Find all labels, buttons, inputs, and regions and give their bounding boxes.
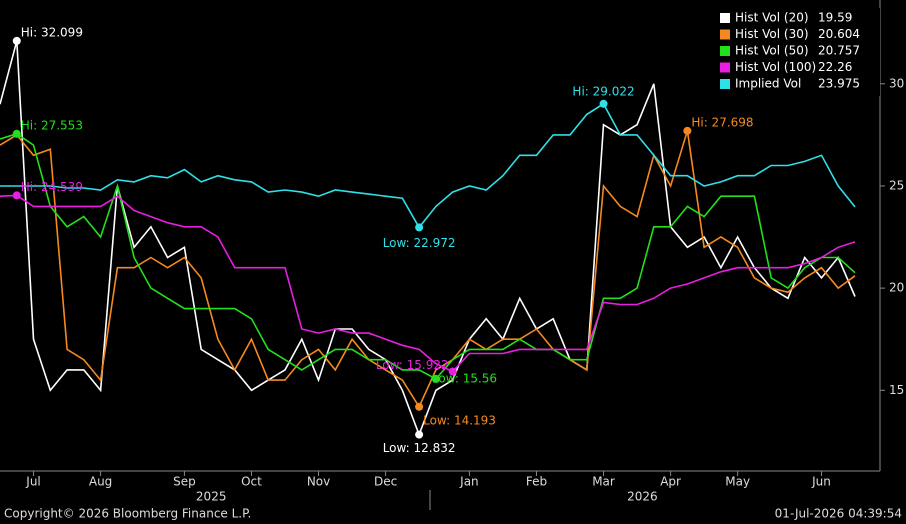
legend-swatch [720, 13, 730, 23]
extreme-marker [415, 402, 424, 411]
legend-label: Hist Vol (20) [735, 11, 809, 25]
extreme-label: Hi: 29.022 [572, 84, 634, 98]
legend-value: 20.757 [818, 44, 860, 58]
series-line [0, 130, 856, 409]
legend-label: Implied Vol [735, 77, 801, 91]
x-tick-label: Jun [811, 475, 831, 489]
copyright: Copyright© 2026 Bloomberg Finance L.P. [4, 507, 251, 521]
x-tick-label: Jan [459, 475, 479, 489]
x-tick-label: Nov [307, 475, 330, 489]
legend-label: Hist Vol (100) [735, 60, 816, 74]
y-tick-label: 15 [889, 383, 904, 397]
x-tick-label: Jul [25, 475, 40, 489]
x-tick-label: Aug [89, 475, 112, 489]
legend-swatch [720, 79, 730, 89]
extreme-label: Hi: 32.099 [21, 25, 83, 39]
extreme-marker [415, 223, 424, 232]
y-tick-label: 30 [889, 76, 904, 90]
extreme-label: Low: 15.922 [376, 358, 449, 372]
extreme-label: Hi: 24.539 [21, 180, 83, 194]
legend-swatch [720, 62, 730, 73]
extreme-label: Low: 12.832 [383, 441, 456, 455]
y-tick-label: 20 [889, 281, 904, 295]
x-tick-label: Apr [660, 475, 681, 489]
extreme-marker [12, 36, 21, 45]
timestamp: 01-Jul-2026 04:39:54 [775, 507, 902, 521]
legend-label: Hist Vol (30) [735, 27, 809, 41]
legend-box [714, 8, 880, 96]
extreme-label: Low: 14.193 [423, 413, 496, 427]
series-line [0, 102, 856, 229]
legend-value: 22.26 [818, 60, 852, 74]
x-tick-label: Mar [592, 475, 615, 489]
extreme-marker [12, 191, 21, 200]
extreme-marker [12, 129, 21, 138]
x-tick-label: Oct [241, 475, 262, 489]
legend-value: 23.975 [818, 77, 860, 91]
plot-area: Hi: 32.099 Low: 12.832 Hi: 27.698 Low: 14.1… [0, 25, 856, 455]
extreme-marker [415, 430, 424, 439]
series-line [0, 194, 856, 373]
series-line [0, 40, 856, 437]
x-tick-label: May [725, 475, 750, 489]
extreme-marker [599, 99, 608, 108]
x-tick-label: Feb [526, 475, 547, 489]
extreme-marker [431, 374, 440, 383]
y-tick-label: 25 [889, 178, 904, 192]
extreme-marker [448, 367, 457, 376]
extreme-marker [683, 126, 692, 135]
year-label: 2025 [196, 490, 227, 504]
legend-value: 20.604 [818, 27, 860, 41]
legend-swatch [720, 46, 730, 56]
x-tick-label: Sep [173, 475, 196, 489]
extreme-label: Hi: 27.698 [691, 115, 753, 129]
series-line [0, 132, 856, 380]
extreme-label: Low: 15.56 [432, 371, 497, 385]
legend: Hist Vol (20) 19.59 Hist Vol (30) 20.604 His… [714, 8, 880, 96]
extreme-label: Hi: 27.553 [21, 118, 83, 132]
extreme-label: Low: 22.972 [383, 236, 456, 250]
x-tick-label: Dec [374, 475, 397, 489]
year-label: 2026 [627, 490, 658, 504]
legend-swatch [720, 29, 730, 40]
legend-value: 19.59 [818, 11, 852, 25]
legend-label: Hist Vol (50) [735, 44, 809, 58]
